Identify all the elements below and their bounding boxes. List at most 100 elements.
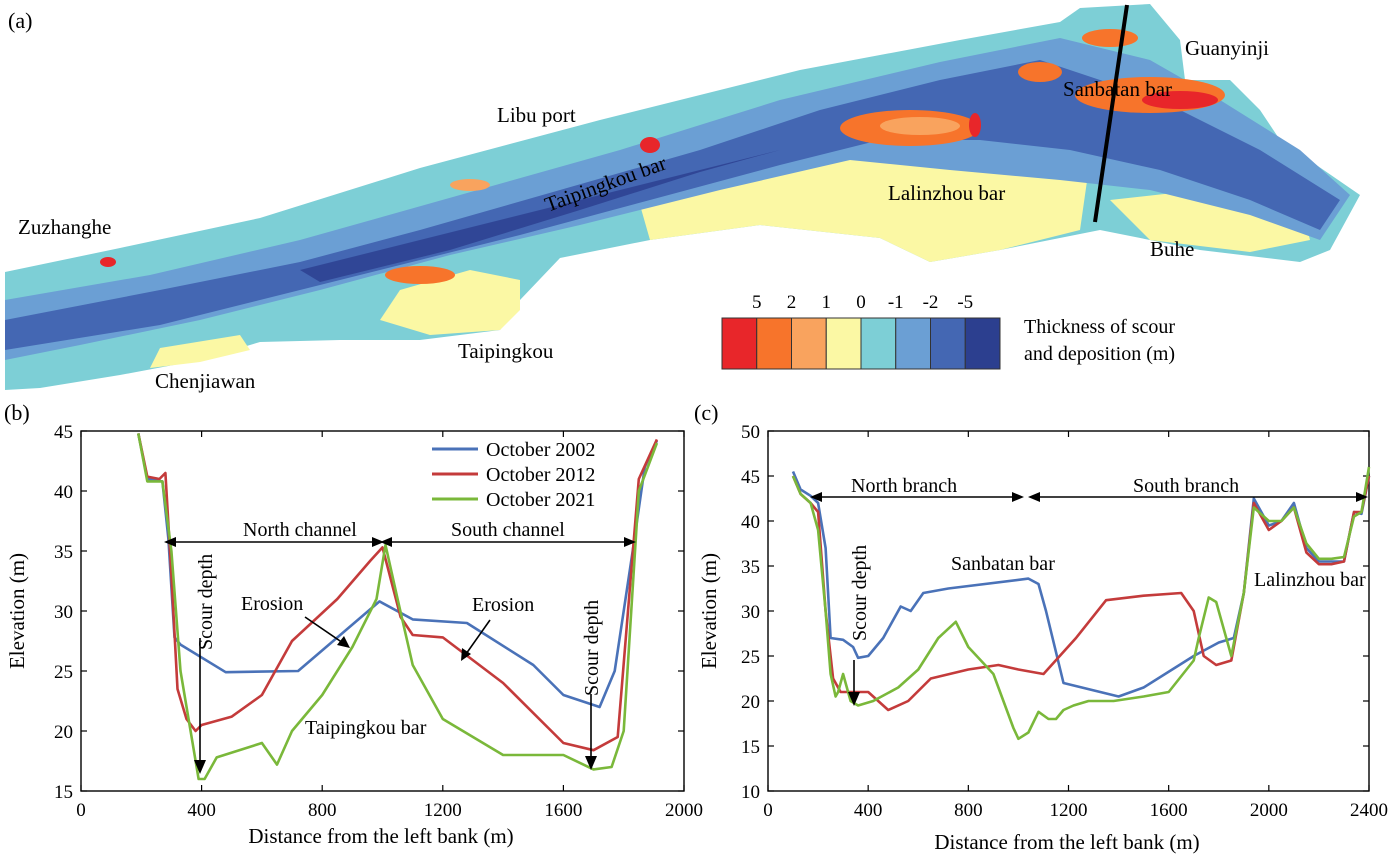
- north-branch-label: North branch: [851, 475, 957, 497]
- series-line-1: [137, 433, 659, 752]
- colorbar-tick-label: 0: [856, 292, 866, 313]
- x-tick-label: 800: [954, 800, 983, 821]
- x-tick-label: 1200: [1050, 800, 1088, 821]
- colorbar-tick-label: 2: [787, 292, 797, 313]
- y-tick-label: 15: [741, 737, 760, 758]
- arrowhead: [585, 756, 597, 770]
- y-tick-label: 45: [741, 467, 760, 488]
- y-tick-label: 45: [54, 422, 73, 443]
- deposit-patch: [1018, 62, 1062, 82]
- deposit-zone: [380, 270, 520, 335]
- colorbar-swatch: [964, 317, 1001, 370]
- colorbar-swatch: [930, 317, 966, 370]
- y-tick-label: 40: [741, 512, 760, 533]
- place-libu-port: Libu port: [497, 103, 576, 127]
- arrowhead: [461, 648, 471, 661]
- chart-b-xlabel: Distance from the left bank (m): [248, 824, 513, 848]
- x-tick-label: 2000: [665, 800, 703, 821]
- panel-label-c: (c): [694, 400, 718, 425]
- place-chenjiawan: Chenjiawan: [155, 369, 256, 393]
- colorbar-tick-label: 1: [822, 292, 832, 313]
- series-line-0: [791, 470, 1371, 698]
- chart-b-ylabel: Elevation (m): [5, 553, 29, 669]
- series-line-1: [791, 475, 1371, 712]
- y-tick-label: 10: [741, 782, 760, 803]
- arrowhead: [1028, 492, 1040, 502]
- arrowhead: [194, 760, 206, 774]
- y-tick-label: 20: [741, 692, 760, 713]
- arrowhead: [624, 537, 636, 547]
- river-map: [5, 4, 1360, 390]
- panel-label-a: (a): [8, 8, 32, 33]
- deposit-patch: [100, 257, 116, 267]
- deep-channel: [300, 150, 780, 282]
- deposit-patch: [969, 113, 981, 137]
- erosion-arrow-2: [465, 619, 491, 655]
- chart-c: 0 400 800 1200 1600 2000 2400 10 15 20 25 30 35 40 45 5…: [741, 422, 1388, 821]
- deposit-patch: [385, 266, 455, 284]
- y-tick-label: 25: [741, 647, 760, 668]
- colorbar-swatch: [721, 317, 758, 370]
- annotations-b: North channel South channel Erosion Eros…: [164, 519, 636, 774]
- annotations-c: North branch South branch Sanbatan bar S…: [810, 475, 1368, 706]
- arrowhead: [372, 537, 384, 547]
- place-lalinzhou-bar: Lalinzhou bar: [888, 181, 1005, 205]
- erosion-arrow-1: [304, 616, 344, 644]
- panel-label-b: (b): [4, 400, 30, 425]
- x-tick-label: 400: [854, 800, 883, 821]
- y-tick-label: 35: [54, 542, 73, 563]
- colorbar-tick-label: -2: [923, 292, 939, 313]
- colorbar-title-line2: and deposition (m): [1024, 343, 1175, 365]
- chart-c-xlabel: Distance from the left bank (m): [934, 830, 1199, 854]
- place-zuzhanghe: Zuzhanghe: [18, 215, 111, 239]
- colorbar-tick-label: -1: [888, 292, 904, 313]
- scour-depth-label-2: Scour depth: [581, 600, 603, 696]
- arrowhead: [380, 537, 392, 547]
- colorbar-tick-label: 5: [752, 292, 762, 313]
- arrowhead: [164, 537, 176, 547]
- taipingkou-bar-label: Taipingkou bar: [305, 717, 427, 739]
- legend-label-2012: October 2012: [486, 464, 595, 486]
- x-tick-label: 800: [308, 800, 337, 821]
- series-line-2: [791, 466, 1371, 741]
- arrowhead: [337, 636, 350, 648]
- chart-c-ylabel: Elevation (m): [697, 553, 721, 669]
- x-tick-label: 2400: [1350, 800, 1388, 821]
- deposit-patch: [640, 137, 660, 153]
- deposit-patch: [880, 117, 960, 135]
- colorbar-swatch: [860, 317, 897, 370]
- y-tick-label: 15: [54, 782, 73, 803]
- deposit-patch: [450, 179, 490, 191]
- colorbar-swatch: [895, 317, 931, 370]
- arrowhead: [1356, 492, 1368, 502]
- place-guanyinji: Guanyinji: [1185, 36, 1269, 60]
- x-tick-label: 2000: [1250, 800, 1288, 821]
- arrowhead: [848, 692, 860, 706]
- x-tick-label: 0: [76, 800, 86, 821]
- y-tick-label: 25: [54, 662, 73, 683]
- place-sanbatan-bar: Sanbatan bar: [1063, 77, 1172, 101]
- arrowhead: [1012, 492, 1024, 502]
- colorbar-swatch: [756, 317, 792, 370]
- x-tick-label: 1600: [544, 800, 582, 821]
- deposit-patch: [1082, 29, 1138, 47]
- colorbar-title-line1: Thickness of scour: [1024, 316, 1175, 338]
- south-branch-label: South branch: [1133, 475, 1239, 497]
- colorbar-tick-label: -5: [957, 292, 973, 313]
- y-tick-label: 35: [741, 557, 760, 578]
- series-line-2: [137, 433, 659, 781]
- legend: October 2002 October 2012 October 2021: [432, 439, 595, 511]
- deposit-zone: [150, 335, 250, 368]
- main-channel: [5, 60, 1340, 350]
- lalinzhou-bar-label: Lalinzhou bar: [1254, 569, 1366, 591]
- chart-b: 0 400 800 1200 1600 2000 15 20 25 30 35 40 45: [54, 422, 703, 821]
- x-tick-label: 0: [763, 800, 773, 821]
- legend-label-2021: October 2021: [486, 489, 595, 511]
- y-tick-label: 20: [54, 722, 73, 743]
- erosion-label-2: Erosion: [472, 594, 534, 616]
- place-taipingkou: Taipingkou: [458, 339, 554, 363]
- erosion-label-1: Erosion: [241, 593, 303, 615]
- scour-depth-label-1: Scour depth: [195, 554, 217, 650]
- place-buhe: Buhe: [1150, 237, 1194, 261]
